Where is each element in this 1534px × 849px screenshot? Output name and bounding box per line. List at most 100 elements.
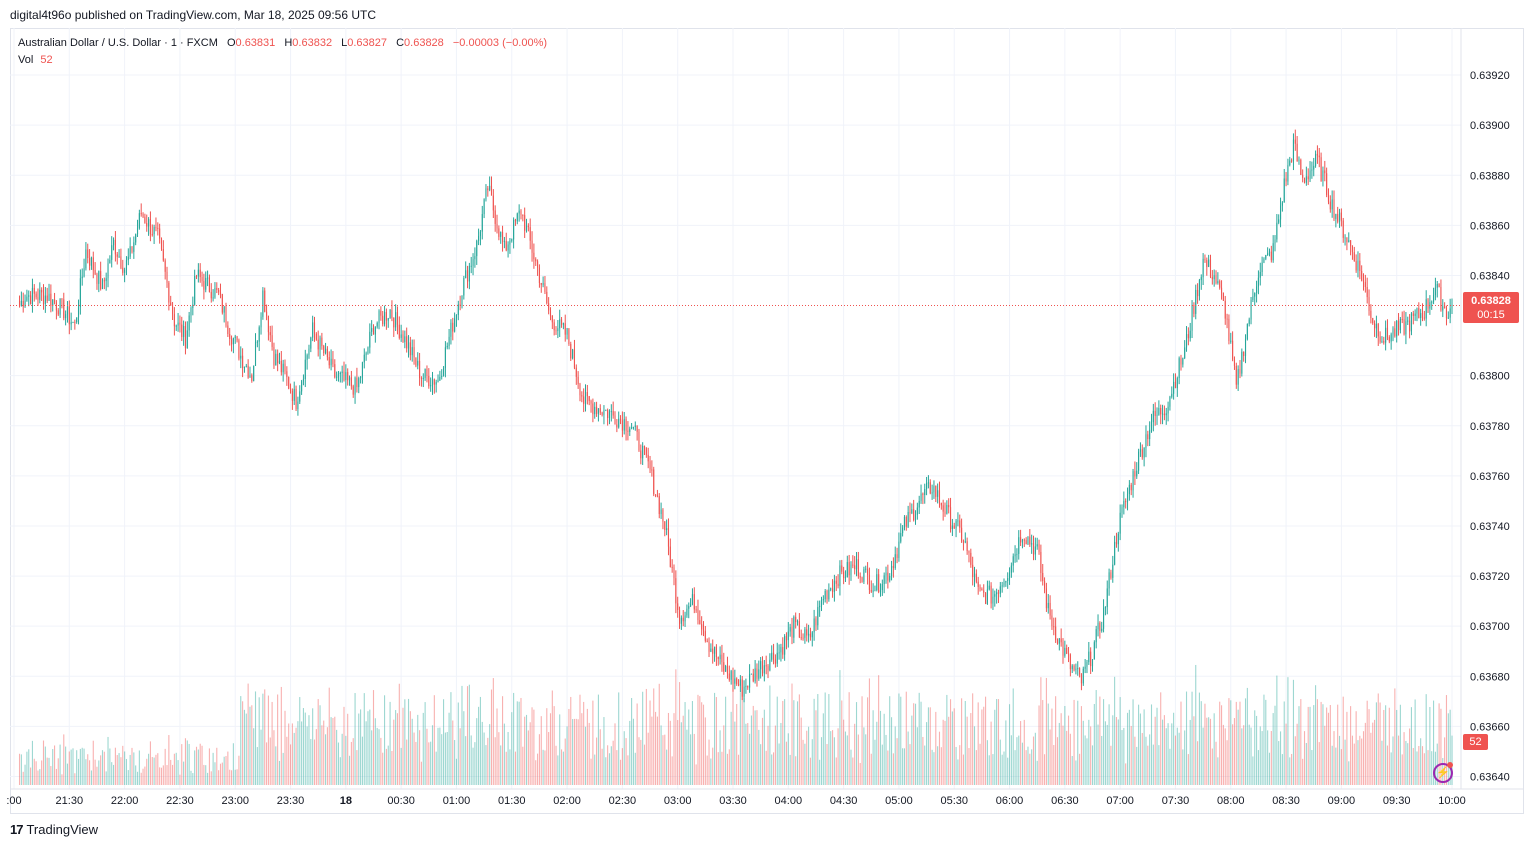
volume-bar [1357, 740, 1359, 785]
volume-bar [356, 750, 358, 785]
candle-body [876, 574, 878, 591]
volume-bar [155, 754, 157, 785]
candle-body [68, 306, 70, 325]
candle-body [1250, 299, 1252, 320]
candle-body [1423, 317, 1425, 319]
candle-body [273, 346, 275, 366]
candle-body [1239, 369, 1241, 374]
volume-bar [809, 757, 811, 785]
candle-body [723, 662, 725, 672]
candle-body [422, 377, 424, 379]
candle-body [1322, 170, 1324, 181]
volume-bar [629, 720, 631, 785]
lightning-icon[interactable]: ⚡ [1433, 763, 1453, 783]
volume-bar [1108, 704, 1110, 785]
candle-body [18, 300, 21, 306]
candle-body [365, 353, 367, 355]
time-tick-label: 22:00 [111, 795, 139, 807]
volume-bar [286, 736, 288, 785]
chart-frame[interactable] [10, 28, 1524, 814]
candle-body [924, 489, 926, 495]
candle-body [1095, 629, 1097, 643]
volume-bar [420, 761, 422, 785]
candle-body [312, 322, 314, 338]
candle-body [579, 384, 581, 396]
time-tick-label: 06:30 [1051, 795, 1079, 807]
volume-bar [151, 756, 153, 785]
candle-body [1031, 543, 1033, 545]
volume-bar [210, 771, 212, 785]
volume-bar [586, 708, 588, 785]
candle-body [98, 271, 100, 284]
candle-body [789, 627, 791, 632]
time-tick-label: 18 [340, 795, 352, 807]
volume-bar [855, 702, 858, 785]
volume-bar [352, 738, 354, 785]
volume-bar [501, 696, 504, 785]
candle-body [684, 615, 686, 622]
candle-body [74, 322, 76, 324]
volume-bar [1268, 752, 1271, 785]
volume-bar [1241, 728, 1243, 785]
candle-body [1300, 159, 1302, 175]
candle-body [1077, 668, 1079, 670]
volume-bar [1444, 737, 1446, 785]
price-tick-label: 0.63860 [1470, 220, 1510, 232]
volume-bar [673, 713, 675, 785]
candle-body [1097, 622, 1099, 630]
volume-bar [94, 759, 96, 785]
candle-body [103, 280, 105, 282]
volume-bar [332, 718, 334, 785]
candle-body [1010, 565, 1012, 573]
candle-body [485, 188, 487, 200]
candle-body [503, 241, 505, 243]
candle-body [382, 315, 384, 325]
candle-body [361, 362, 363, 377]
candle-body [1204, 258, 1206, 261]
candle-body [1200, 277, 1202, 281]
volume-bar [448, 712, 450, 785]
volume-bar [1115, 717, 1118, 785]
price-tick-label: 0.63760 [1470, 471, 1510, 483]
volume-bar [918, 692, 920, 785]
volume-bar [1193, 716, 1195, 785]
volume-bar [1348, 761, 1350, 785]
candle-body [393, 317, 395, 328]
candle-body [1213, 275, 1215, 280]
volume-bar [398, 683, 400, 785]
tradingview-logo[interactable]: 17 TradingView [10, 822, 98, 837]
volume-bar [1429, 706, 1431, 785]
volume-bar [1213, 713, 1215, 785]
candle-body [926, 482, 928, 490]
volume-bar [225, 756, 227, 785]
volume-bar [1362, 731, 1365, 785]
candle-body [100, 271, 102, 290]
volume-bar [688, 709, 690, 785]
legend-vol-label: Vol [18, 54, 34, 66]
volume-bar [175, 752, 177, 785]
candle-body [354, 377, 356, 395]
volume-bar [1038, 705, 1040, 785]
volume-bar [302, 708, 304, 785]
volume-bar [1093, 704, 1095, 785]
volume-bar [44, 746, 46, 785]
candle-body [317, 339, 319, 350]
volume-bar [48, 757, 50, 785]
candle-body [295, 388, 297, 410]
candle-body [996, 592, 998, 595]
candle-body [1361, 270, 1363, 281]
volume-bar [393, 719, 395, 785]
candle-body [940, 502, 942, 506]
candle-body [964, 541, 966, 543]
candle-body [972, 564, 974, 578]
volume-bar [166, 765, 168, 785]
volume-bar [835, 757, 837, 785]
volume-bar [846, 735, 848, 785]
candle-body [1329, 201, 1331, 210]
volume-bar [1257, 750, 1259, 785]
candle-body [430, 385, 432, 387]
volume-bar [505, 751, 507, 785]
legend-open-label: O [226, 37, 236, 49]
volume-bar [273, 730, 275, 785]
